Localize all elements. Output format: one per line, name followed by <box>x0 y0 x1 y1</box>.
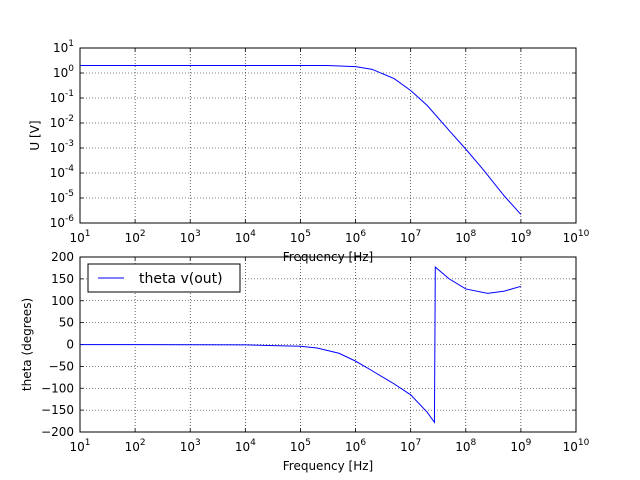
x-tick-label: 1010 <box>563 229 590 245</box>
y-tick-label: 200 <box>51 250 74 264</box>
x-axis-label: Frequency [Hz] <box>283 459 374 473</box>
y-tick-label: −150 <box>41 403 74 417</box>
y-tick-label: 10-6 <box>50 214 75 230</box>
x-tick-label: 102 <box>125 438 146 454</box>
legend-label: theta v(out) <box>139 271 223 287</box>
x-tick-label: 105 <box>290 438 311 454</box>
x-tick-label: 104 <box>235 229 256 245</box>
y-tick-label: 0 <box>66 338 74 352</box>
y-tick-label: 10-1 <box>50 89 74 105</box>
y-tick-label: 10-5 <box>50 189 74 205</box>
x-tick-label: 108 <box>455 438 476 454</box>
y-tick-label: −100 <box>41 381 74 395</box>
y-tick-label: 101 <box>53 39 74 55</box>
x-tick-label: 101 <box>69 438 90 454</box>
x-tick-label: 104 <box>235 438 256 454</box>
y-tick-label: 150 <box>51 272 74 286</box>
x-tick-label: 105 <box>290 229 311 245</box>
plot-frame <box>79 256 577 433</box>
x-tick-label: 107 <box>400 438 421 454</box>
x-tick-label: 108 <box>455 229 476 245</box>
x-tick-label: 103 <box>180 438 201 454</box>
x-tick-label: 101 <box>69 229 90 245</box>
y-axis-label: U [V] <box>28 120 42 150</box>
y-axis-label: theta (degrees) <box>20 298 34 391</box>
x-tick-label: 106 <box>345 229 366 245</box>
y-tick-label: 100 <box>53 64 74 80</box>
x-tick-label: 109 <box>510 438 531 454</box>
plot-frame <box>79 47 577 224</box>
y-tick-label: 100 <box>51 294 74 308</box>
y-tick-label: 50 <box>59 316 74 330</box>
x-tick-label: 1010 <box>563 438 590 454</box>
magnitude-plot: 101 102 103 104 105 106 107 108 109 1010 10-6 10-5 1… <box>28 39 590 264</box>
x-tick-label: 103 <box>180 229 201 245</box>
series-line <box>80 64 522 215</box>
phase-plot: 101 102 103 104 105 106 107 108 109 1010 −200 −150 −… <box>20 250 590 473</box>
x-tick-label: 102 <box>125 229 146 245</box>
y-tick-label: 10-3 <box>50 139 74 155</box>
x-tick-label: 107 <box>400 229 421 245</box>
x-tick-label: 109 <box>510 229 531 245</box>
y-tick-label: 10-2 <box>50 114 74 130</box>
y-tick-label: −200 <box>41 425 74 439</box>
x-tick-label: 106 <box>345 438 366 454</box>
series-line <box>79 265 522 424</box>
y-tick-label: 10-4 <box>50 164 75 180</box>
y-tick-label: −50 <box>49 359 74 373</box>
